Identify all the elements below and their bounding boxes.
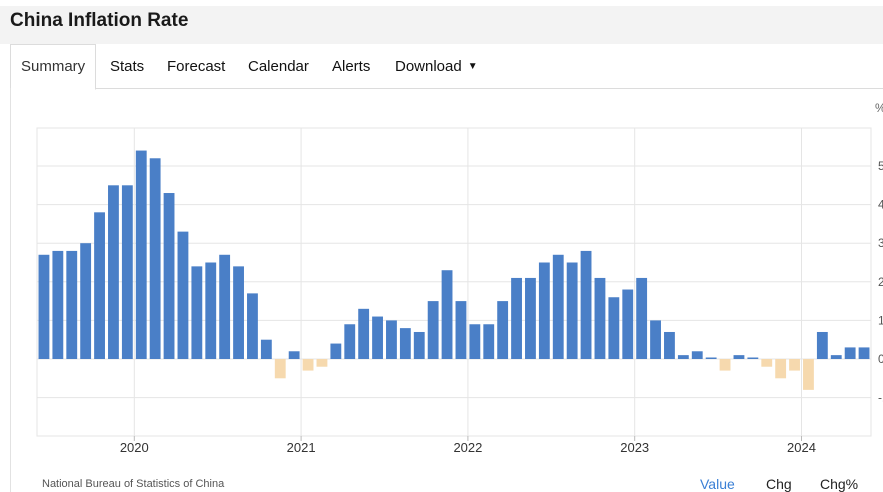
- chg-percent-button[interactable]: Chg%: [820, 476, 859, 492]
- bar-2024-01: [803, 359, 814, 390]
- bar-2023-11: [775, 359, 787, 379]
- bar-2019-09: [80, 243, 92, 359]
- bar-2022-11: [608, 297, 620, 359]
- x-tick-label: 2021: [287, 440, 316, 455]
- bar-2020-02: [149, 158, 161, 359]
- bar-2020-06: [205, 262, 217, 359]
- bar-2024-02: [816, 331, 828, 359]
- bar-2021-11: [441, 270, 453, 359]
- bar-2021-04: [344, 324, 356, 359]
- chg-button[interactable]: Chg: [766, 476, 792, 492]
- bar-2023-05: [691, 351, 703, 359]
- bar-2021-08: [399, 328, 411, 359]
- tab-forecast[interactable]: Forecast: [167, 58, 225, 75]
- bar-2021-10: [427, 301, 439, 359]
- tab-stats-label: Stats: [110, 58, 145, 75]
- bar-2020-10: [260, 339, 272, 359]
- tab-alerts[interactable]: Alerts: [332, 58, 370, 75]
- y-tick-label: 5: [878, 159, 883, 173]
- bar-2022-12: [622, 289, 634, 359]
- bar-2022-04: [511, 277, 522, 359]
- bar-2020-09: [247, 293, 258, 359]
- bar-2023-02: [650, 320, 661, 359]
- bar-2019-11: [108, 185, 119, 359]
- tab-calendar-label: Calendar: [248, 58, 309, 75]
- bar-2020-07: [219, 254, 231, 359]
- bar-2023-01: [636, 277, 648, 359]
- bar-2023-04: [677, 355, 689, 359]
- bar-2024-04: [844, 347, 856, 359]
- tab-summary-label: Summary: [21, 58, 86, 75]
- bar-2019-07: [52, 250, 64, 359]
- y-unit-label: %: [875, 101, 883, 115]
- y-tick-label: 0: [878, 352, 883, 366]
- bar-2021-09: [413, 331, 425, 359]
- tab-calendar[interactable]: Calendar: [248, 58, 309, 75]
- bar-2021-02: [316, 359, 328, 367]
- bar-2021-06: [372, 316, 383, 359]
- bar-2022-02: [483, 324, 495, 359]
- bar-2019-10: [94, 212, 105, 359]
- tab-download-label: Download: [395, 58, 462, 75]
- y-tick-label: 2: [878, 275, 883, 289]
- value-button[interactable]: Value: [700, 476, 735, 492]
- bar-2022-03: [497, 301, 509, 359]
- tab-alerts-label: Alerts: [332, 58, 371, 75]
- bar-2021-01: [302, 359, 314, 371]
- bar-2022-06: [538, 262, 550, 359]
- bar-2022-05: [525, 277, 536, 359]
- bar-2022-10: [594, 277, 606, 359]
- bar-2020-08: [233, 266, 244, 359]
- tab-bar: Summary Stats Forecast Calendar Alerts D…: [10, 44, 883, 90]
- tab-summary[interactable]: Summary: [10, 44, 97, 90]
- tab-download[interactable]: Download ▼: [395, 58, 478, 75]
- bar-2023-08: [733, 355, 745, 359]
- bar-2020-01: [135, 150, 147, 359]
- x-tick-label: 2020: [120, 440, 149, 455]
- bar-2020-11: [274, 359, 286, 379]
- bar-2023-09: [747, 357, 759, 359]
- bar-2022-08: [566, 262, 578, 359]
- x-tick-label: 2022: [453, 440, 482, 455]
- x-tick-label: 2024: [787, 440, 816, 455]
- bar-2020-05: [191, 266, 203, 359]
- x-tick-label: 2023: [620, 440, 649, 455]
- bar-2020-12: [288, 351, 300, 359]
- bar-2020-04: [177, 231, 189, 359]
- bar-2023-06: [705, 357, 717, 359]
- y-tick-label: 1: [878, 313, 883, 327]
- bar-2021-05: [358, 308, 370, 359]
- tab-stats[interactable]: Stats: [110, 58, 144, 75]
- bar-2019-08: [66, 250, 78, 359]
- y-tick-label: -1: [878, 391, 883, 405]
- y-tick-label: 4: [878, 198, 883, 212]
- bar-2022-07: [552, 254, 564, 359]
- bar-2023-03: [664, 331, 675, 359]
- grid: [36, 127, 872, 437]
- bar-2024-03: [830, 355, 842, 359]
- bar-2023-10: [761, 359, 773, 367]
- tab-forecast-label: Forecast: [167, 58, 226, 75]
- panel-border: [10, 88, 11, 492]
- page-title: China Inflation Rate: [10, 10, 189, 31]
- bar-2021-03: [330, 343, 342, 359]
- bar-2020-03: [163, 193, 175, 359]
- bar-2023-12: [789, 359, 800, 371]
- bar-2021-07: [386, 320, 397, 359]
- bar-2019-12: [121, 185, 133, 359]
- bar-2021-12: [455, 301, 467, 359]
- source-label: National Bureau of Statistics of China: [42, 478, 225, 490]
- caret-down-icon: ▼: [467, 61, 478, 72]
- y-tick-label: 3: [878, 236, 883, 250]
- title-bar: [0, 6, 883, 44]
- bar-2019-06: [38, 254, 50, 359]
- bar-2022-01: [469, 324, 481, 359]
- axes: 5 4 3 2 1 0 -1 2020 2021 2022 2023 2024: [120, 159, 883, 455]
- bar-2022-09: [580, 250, 592, 359]
- bar-2024-05: [858, 347, 870, 359]
- bar-2023-07: [719, 359, 731, 371]
- bars: [38, 150, 870, 390]
